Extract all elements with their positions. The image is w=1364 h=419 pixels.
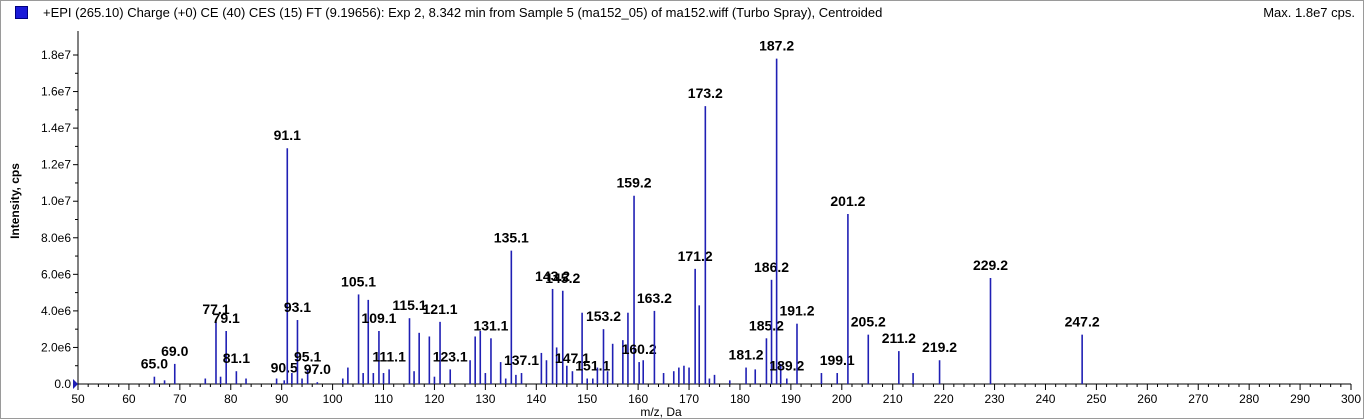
peak-label: 145.2 xyxy=(545,270,580,286)
x-tick-label: 220 xyxy=(934,392,954,406)
peak-label: 111.1 xyxy=(372,348,406,364)
peak-label: 109.1 xyxy=(361,310,396,326)
peak-label: 131.1 xyxy=(473,317,508,333)
y-tick-label: 1.8e7 xyxy=(41,48,71,62)
x-tick-label: 180 xyxy=(730,392,750,406)
y-tick-label: 2.0e6 xyxy=(41,340,71,354)
x-tick-label: 270 xyxy=(1188,392,1208,406)
peak-label: 247.2 xyxy=(1065,314,1100,330)
peak-label: 189.2 xyxy=(769,358,804,374)
peak-label: 91.1 xyxy=(274,127,301,143)
peak-label: 229.2 xyxy=(973,257,1008,273)
y-tick-label: 8.0e6 xyxy=(41,231,71,245)
x-tick-label: 90 xyxy=(275,392,289,406)
peak-label: 159.2 xyxy=(617,175,652,191)
peak-label: 191.2 xyxy=(779,303,814,319)
peak-label: 185.2 xyxy=(749,317,784,333)
x-tick-label: 150 xyxy=(577,392,597,406)
y-tick-label: 4.0e6 xyxy=(41,304,71,318)
peak-label: 123.1 xyxy=(433,348,468,364)
x-tick-label: 260 xyxy=(1137,392,1157,406)
x-tick-label: 300 xyxy=(1341,392,1361,406)
peak-label: 65.0 xyxy=(141,356,168,372)
peak-label: 105.1 xyxy=(341,273,376,289)
peak-label: 93.1 xyxy=(284,299,311,315)
peak-label: 90.5 xyxy=(271,359,298,375)
x-tick-label: 120 xyxy=(424,392,444,406)
x-tick-label: 100 xyxy=(323,392,343,406)
peak-label: 121.1 xyxy=(423,301,458,317)
zero-marker xyxy=(73,379,78,389)
spectrum-header: +EPI (265.10) Charge (+0) CE (40) CES (1… xyxy=(1,1,1363,27)
y-tick-label: 6.0e6 xyxy=(41,267,71,281)
y-tick-label: 0.0 xyxy=(54,377,71,391)
peak-label: 160.2 xyxy=(622,341,657,357)
peak-label: 151.1 xyxy=(575,358,610,374)
peak-label: 187.2 xyxy=(759,38,794,54)
peak-label: 97.0 xyxy=(304,361,331,377)
x-tick-label: 130 xyxy=(475,392,495,406)
max-intensity-text: Max. 1.8e7 cps. xyxy=(1263,5,1355,20)
x-axis-title: m/z, Da xyxy=(640,405,682,419)
x-tick-label: 210 xyxy=(883,392,903,406)
peak-label: 79.1 xyxy=(213,310,240,326)
series-color-swatch[interactable] xyxy=(15,6,28,19)
peak-label: 137.1 xyxy=(504,352,539,368)
peak-label: 115.1 xyxy=(392,297,426,313)
x-tick-label: 160 xyxy=(628,392,648,406)
peak-label: 201.2 xyxy=(830,193,865,209)
y-tick-label: 1.6e7 xyxy=(41,85,71,99)
y-tick-label: 1.0e7 xyxy=(41,194,71,208)
peak-label: 219.2 xyxy=(922,339,957,355)
peak-label: 95.1 xyxy=(294,348,321,364)
x-tick-label: 60 xyxy=(122,392,136,406)
spectrum-title: +EPI (265.10) Charge (+0) CE (40) CES (1… xyxy=(43,5,883,20)
x-tick-label: 230 xyxy=(985,392,1005,406)
peak-label: 171.2 xyxy=(678,248,713,264)
peak-label: 211.2 xyxy=(882,330,916,346)
peak-label: 199.1 xyxy=(820,352,855,368)
peak-label: 143.2 xyxy=(535,268,570,284)
x-tick-label: 200 xyxy=(832,392,852,406)
x-tick-label: 250 xyxy=(1086,392,1106,406)
peak-label: 186.2 xyxy=(754,259,789,275)
x-tick-label: 110 xyxy=(374,392,393,406)
x-tick-label: 190 xyxy=(781,392,801,406)
peak-label: 77.1 xyxy=(202,301,229,317)
peak-label: 135.1 xyxy=(494,230,529,246)
y-tick-label: 1.4e7 xyxy=(41,121,71,135)
peak-label: 163.2 xyxy=(637,290,672,306)
peak-label: 181.2 xyxy=(729,347,764,363)
x-tick-label: 280 xyxy=(1239,392,1259,406)
x-tick-label: 140 xyxy=(526,392,546,406)
peak-label: 153.2 xyxy=(586,308,621,324)
y-tick-label: 1.2e7 xyxy=(41,158,71,172)
peak-label: 81.1 xyxy=(223,350,250,366)
peak-label: 69.0 xyxy=(161,343,188,359)
peak-label: 205.2 xyxy=(851,314,886,330)
peak-label: 173.2 xyxy=(688,85,723,101)
x-tick-label: 290 xyxy=(1290,392,1310,406)
x-tick-label: 170 xyxy=(679,392,699,406)
x-tick-label: 80 xyxy=(224,392,238,406)
x-tick-label: 240 xyxy=(1035,392,1055,406)
x-tick-label: 70 xyxy=(173,392,187,406)
x-tick-label: 50 xyxy=(71,392,85,406)
